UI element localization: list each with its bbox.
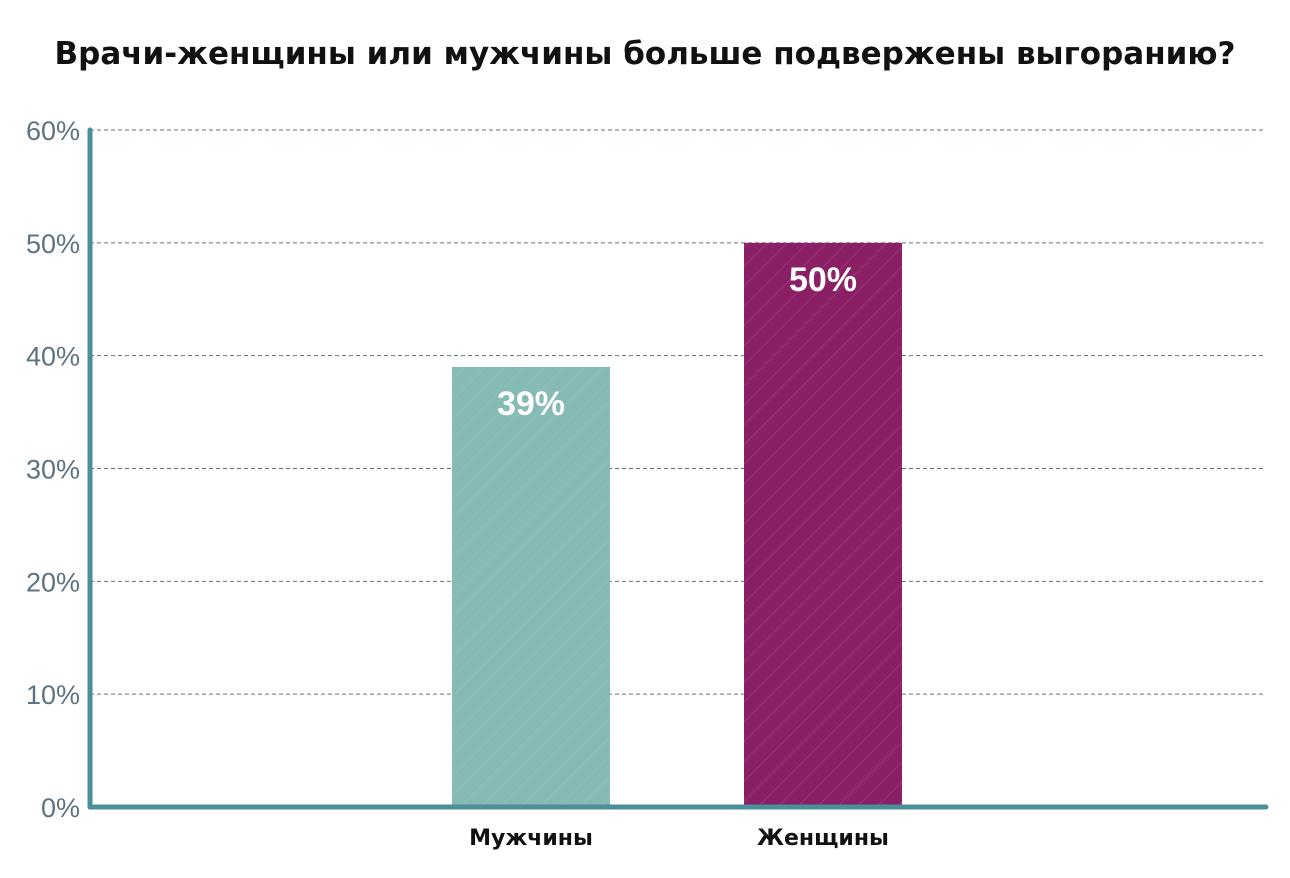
data-label-2: 50% <box>789 261 857 299</box>
bar-texture-1 <box>452 366 610 807</box>
y-tick-label-60: 60% <box>26 116 80 146</box>
y-tick-label-40: 40% <box>26 342 80 372</box>
y-tick-label-20: 20% <box>26 567 80 597</box>
y-axis-ticks: 0% 10% 20% 30% 40% 50% 60% <box>26 116 80 823</box>
category-label-1: Мужчины <box>469 826 593 851</box>
axes <box>87 127 1269 810</box>
bars <box>452 242 902 808</box>
y-tick-label-0: 0% <box>41 793 80 823</box>
chart-title: Врачи-женщины или мужчины больше подверж… <box>55 36 1236 72</box>
bar-texture-2 <box>744 242 902 808</box>
x-axis-categories: Мужчины Женщины <box>469 826 889 851</box>
y-tick-label-30: 30% <box>26 455 80 485</box>
grid-lines <box>90 129 1266 695</box>
data-label-1: 39% <box>497 385 565 423</box>
data-labels: 39% 50% <box>497 261 857 423</box>
y-tick-label-10: 10% <box>26 680 80 710</box>
category-label-2: Женщины <box>757 826 889 851</box>
y-tick-label-50: 50% <box>26 229 80 259</box>
